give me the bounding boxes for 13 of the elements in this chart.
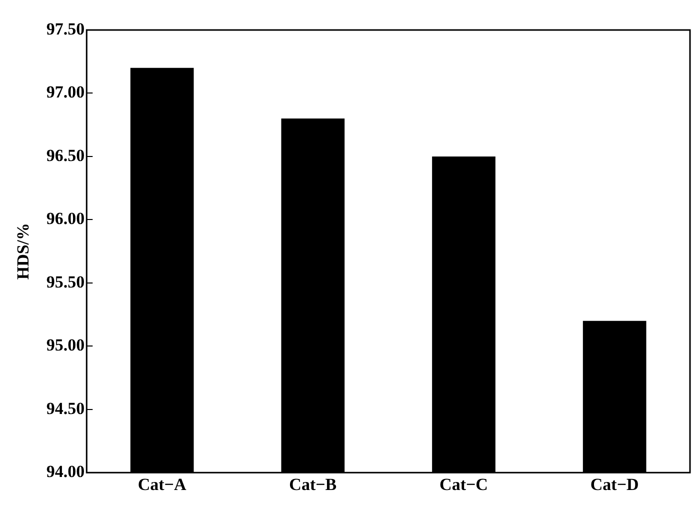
y-tick-label: 95.50 xyxy=(46,272,85,292)
y-axis-title: HDS/% xyxy=(14,222,33,280)
x-tick-label: Cat−C xyxy=(440,475,488,494)
y-tick-label: 94.00 xyxy=(46,462,85,481)
y-tick-label: 96.50 xyxy=(46,146,85,165)
x-tick-label: Cat−A xyxy=(138,475,187,494)
y-tick-label: 97.00 xyxy=(46,82,85,102)
x-tick-label: Cat−B xyxy=(289,475,337,494)
y-tick-label: 96.00 xyxy=(46,209,85,228)
x-tick-label: Cat−D xyxy=(590,475,639,494)
y-tick-label: 94.50 xyxy=(46,398,85,418)
y-tick-label: 97.50 xyxy=(46,19,85,38)
y-tick-label: 95.00 xyxy=(46,336,85,355)
